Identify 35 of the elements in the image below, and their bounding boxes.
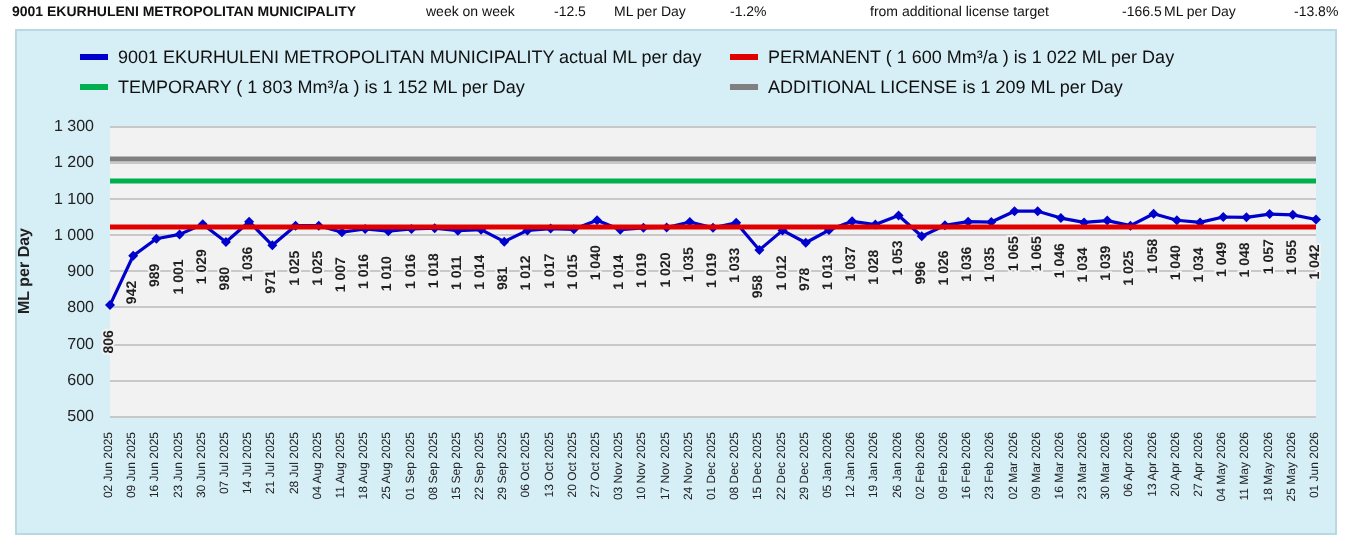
point <box>1264 209 1275 220</box>
point <box>267 240 278 251</box>
point <box>499 236 510 247</box>
legend-label: 9001 EKURHULENI METROPOLITAN MUNICIPALITY actual ML per day <box>118 47 703 67</box>
y-tick-label: 1 300 <box>53 117 96 135</box>
point <box>800 237 811 248</box>
y-tick-label: 800 <box>67 298 96 317</box>
y-tick-label: 1 100 <box>53 189 96 208</box>
legend-label: TEMPORARY ( 1 803 Mm³/a ) is 1 152 ML per Day <box>118 77 526 97</box>
point <box>916 231 927 242</box>
point <box>1241 212 1252 223</box>
point <box>1311 214 1321 225</box>
legend-label: PERMANENT ( 1 600 Mm³/a ) is 1 022 ML per Day <box>768 47 1176 67</box>
point <box>128 250 139 261</box>
point <box>754 244 765 255</box>
y-tick-label: 700 <box>67 334 96 353</box>
point <box>105 300 115 311</box>
point <box>1171 215 1182 226</box>
point <box>1055 213 1066 224</box>
y-tick-label: 1 000 <box>53 225 96 244</box>
y-tick-label: 600 <box>67 370 96 389</box>
point <box>220 237 231 247</box>
point <box>1032 206 1043 217</box>
point <box>1102 215 1113 226</box>
point <box>1009 206 1020 217</box>
point <box>174 229 185 240</box>
y-tick-label: 1 200 <box>53 153 96 172</box>
point <box>893 210 904 221</box>
y-axis-title: ML per Day <box>15 226 34 314</box>
point <box>1148 208 1159 219</box>
y-tick-label: 500 <box>67 407 96 425</box>
legend-label: ADDITIONAL LICENSE is 1 209 ML per Day <box>768 77 1124 97</box>
y-tick-label: 900 <box>67 262 96 280</box>
point <box>592 215 603 226</box>
point <box>151 233 162 244</box>
